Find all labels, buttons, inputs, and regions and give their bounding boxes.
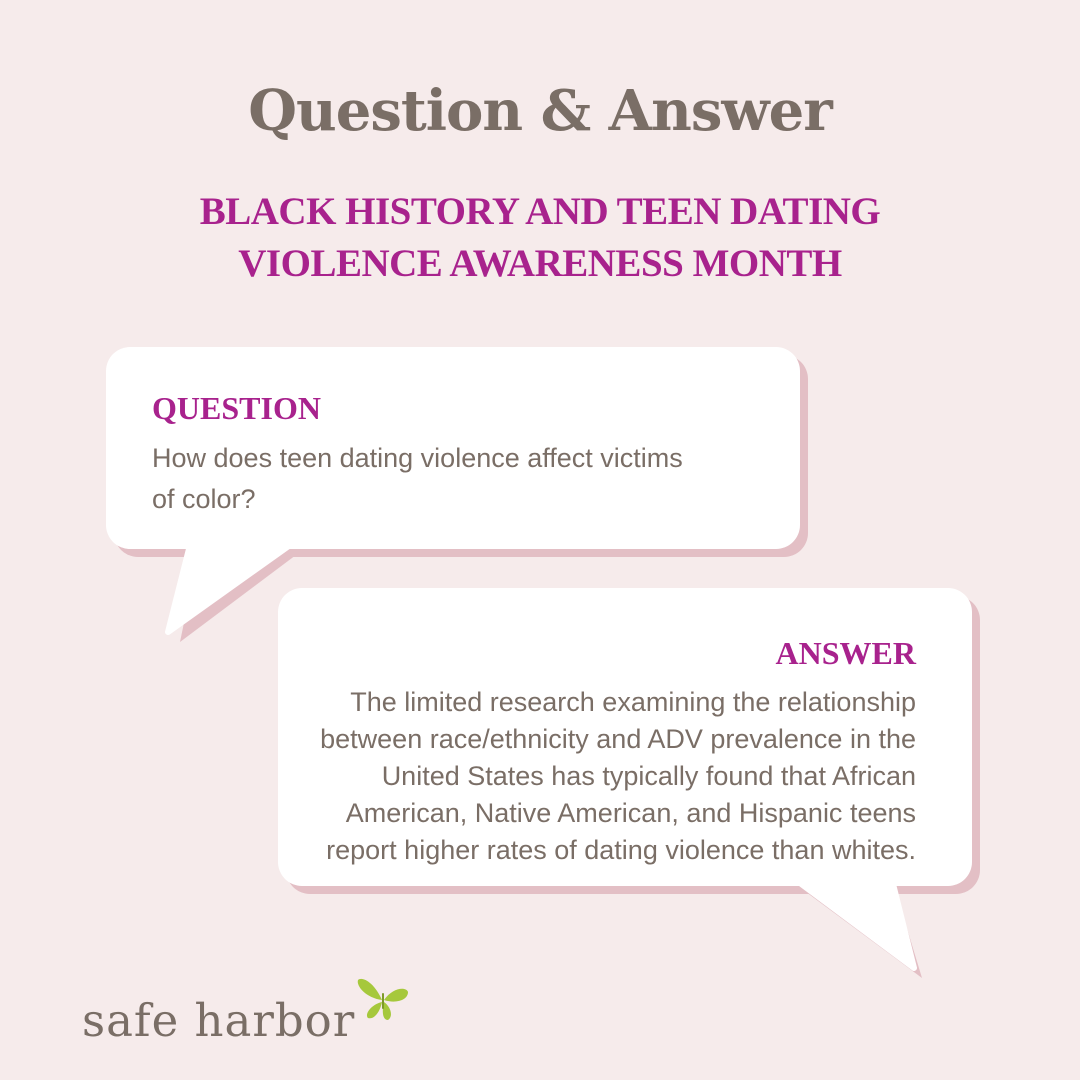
page-subtitle: BLACK HISTORY AND TEEN DATING VIOLENCE A… [140, 186, 940, 290]
answer-heading: ANSWER [775, 635, 916, 671]
answer-line-5: report higher rates of dating violence t… [326, 835, 916, 865]
question-text: How does teen dating violence affect vic… [152, 438, 752, 520]
answer-bubble [278, 588, 972, 886]
page-title: Question & Answer [248, 78, 832, 144]
question-line-1: How does teen dating violence affect vic… [152, 443, 683, 473]
butterfly-icon [357, 978, 408, 1020]
answer-line-1: The limited research examining the relat… [350, 687, 916, 717]
subtitle-line-1: BLACK HISTORY AND TEEN DATING [199, 190, 881, 233]
answer-text: The limited research examining the relat… [316, 684, 916, 869]
subtitle-line-2: VIOLENCE AWARENESS MONTH [238, 242, 842, 285]
answer-bubble-tail [793, 877, 917, 971]
question-heading: QUESTION [152, 390, 321, 426]
question-line-2: of color? [152, 484, 256, 514]
safe-harbor-logo: safe harbor [82, 994, 356, 1047]
answer-line-2: between race/ethnicity and ADV prevalenc… [320, 724, 916, 754]
question-bubble [106, 347, 800, 549]
answer-line-3: United States has typically found that A… [381, 761, 916, 791]
question-bubble-tail [165, 542, 293, 635]
answer-line-4: American, Native American, and Hispanic … [345, 798, 916, 828]
